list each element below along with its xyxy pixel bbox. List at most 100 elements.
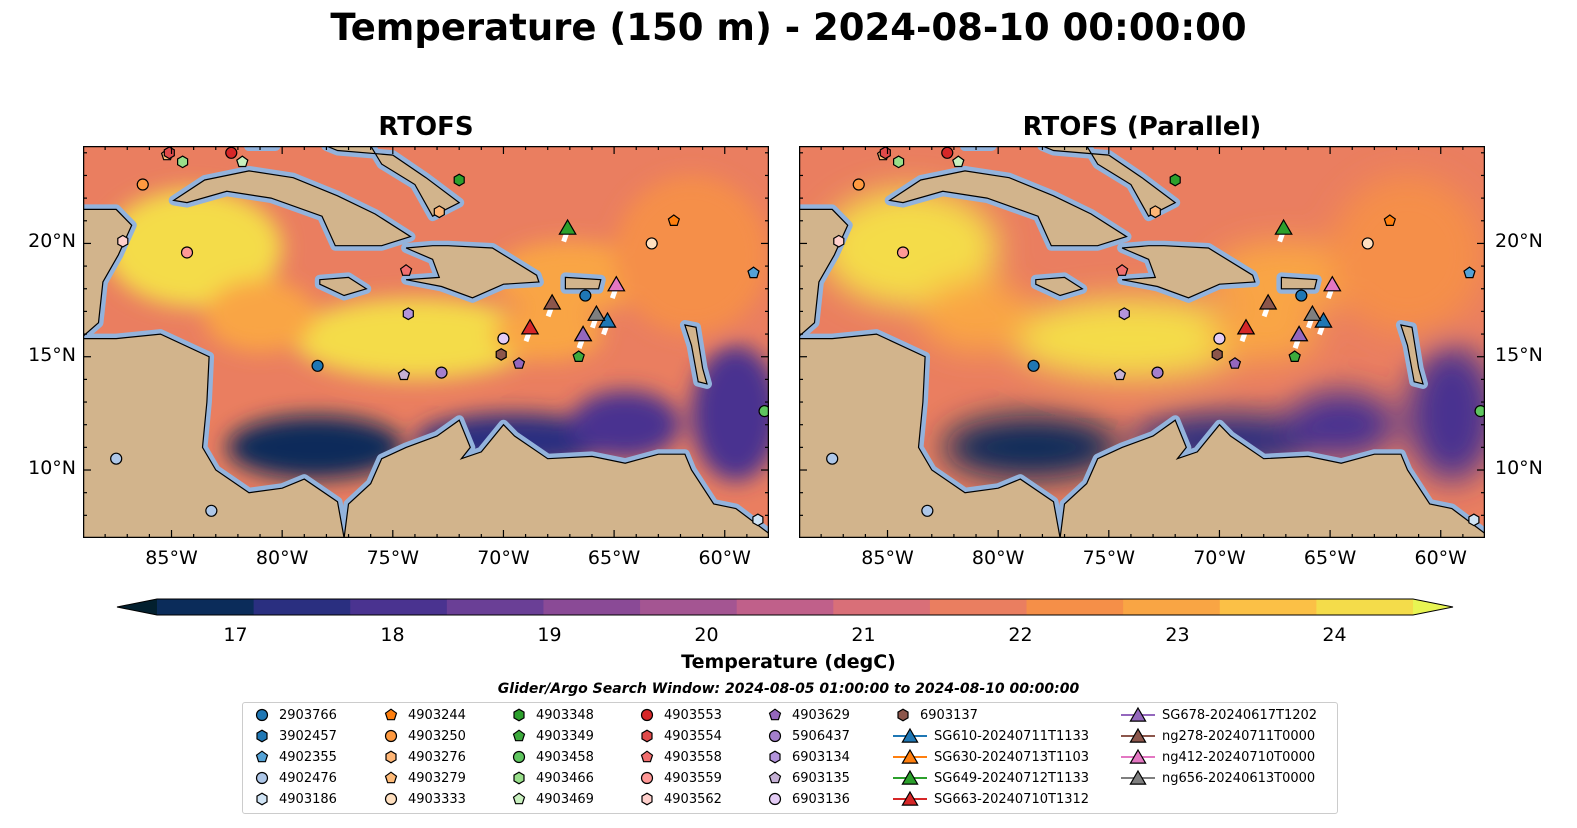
legend-marker <box>255 771 269 785</box>
land-jamaica <box>1035 276 1084 297</box>
colorbar-segment <box>1316 599 1414 615</box>
cold-anomaly-0 <box>226 415 404 480</box>
platform-marker-4903629 <box>512 357 526 369</box>
colorbar-segment <box>157 599 255 615</box>
legend-marker <box>768 792 782 806</box>
x-tick-label: 80°W <box>255 547 309 569</box>
legend-item: 4903553 <box>636 705 722 725</box>
land-puerto-rico <box>1280 276 1318 290</box>
legend-label: ng412-20240710T0000 <box>1162 749 1316 765</box>
platform-marker-4903559 <box>896 246 910 259</box>
legend-label: SG649-20240712T1133 <box>934 770 1090 786</box>
platform-marker-sg649-20240712t1133 <box>1274 218 1293 235</box>
legend-label: 4903559 <box>664 770 722 786</box>
platform-marker-ng412-20240710t0000 <box>607 275 626 292</box>
legend-item: ng656-20240613T0000 <box>1120 768 1315 788</box>
legend-marker-hexagon-icon <box>256 729 268 743</box>
legend-item: 6903134 <box>764 747 850 767</box>
land-hispaniola <box>1121 245 1256 299</box>
legend-item: 4903554 <box>636 726 722 746</box>
legend-marker-pentagon-icon <box>512 729 526 742</box>
legend-marker-hexagon-icon <box>641 792 653 806</box>
legend-label: 4903458 <box>536 749 594 765</box>
legend-marker-hexagon-icon <box>513 708 525 722</box>
platform-marker-4903250 <box>136 178 149 191</box>
legend-marker-hexagon-icon <box>641 729 653 743</box>
platform-marker-4903559 <box>180 246 194 259</box>
platform-marker-4903553 <box>941 146 954 159</box>
legend-marker-circle-icon <box>768 729 782 743</box>
legend-item: 4903559 <box>636 768 722 788</box>
legend-label: 4903466 <box>536 770 594 786</box>
legend-marker <box>512 792 526 805</box>
platform-marker-4903553 <box>225 146 238 159</box>
colorbar-segment <box>833 599 931 615</box>
platform-marker-4903558 <box>399 264 413 276</box>
legend-label: 6903137 <box>920 707 978 723</box>
warm-anomaly-3 <box>614 175 769 335</box>
legend-marker-circle-icon <box>384 729 398 743</box>
platform-marker-5906437 <box>1151 366 1164 379</box>
platform-marker-4903244 <box>667 214 681 227</box>
platform-marker-ng278-20240711t0000 <box>1258 293 1278 310</box>
legend-marker-hexagon-icon <box>385 750 397 764</box>
legend-item: 4903469 <box>508 789 594 809</box>
colorbar-segment <box>350 599 448 615</box>
colorbar <box>116 598 1454 616</box>
legend-item: SG663-20240710T1312 <box>892 789 1089 809</box>
legend-marker <box>901 790 919 806</box>
platform-marker-4902476 <box>110 452 123 465</box>
platform-marker-4903250 <box>852 178 865 191</box>
colorbar-tick-label: 24 <box>1322 624 1347 646</box>
x-tick-label: 60°W <box>698 547 751 569</box>
legend-label: 6903135 <box>792 770 850 786</box>
legend-item: 2903766 <box>251 705 337 725</box>
colorbar-segment <box>929 599 1028 615</box>
platform-marker-4903186 <box>752 513 764 527</box>
legend-item: 4903333 <box>380 789 466 809</box>
legend-marker-pentagon-icon <box>640 750 654 763</box>
x-tick-label: 65°W <box>587 547 641 569</box>
legend-label: 4903469 <box>536 791 594 807</box>
platform-marker-4903562 <box>117 234 129 248</box>
colorbar-segment <box>1123 599 1221 615</box>
warm-anomaly-0 <box>105 189 283 307</box>
legend-item: 6903135 <box>764 768 850 788</box>
platform-marker-4903466 <box>176 155 189 169</box>
land-jamaica <box>319 276 368 297</box>
platform-marker-4902476-1 <box>205 504 218 517</box>
land-puerto-rico <box>564 276 602 290</box>
colorbar-tick-label: 19 <box>537 624 562 646</box>
legend-item: 4903558 <box>636 747 722 767</box>
platform-marker-4903333 <box>1361 237 1374 250</box>
warm-anomaly-5 <box>1208 306 1320 362</box>
legend-label: 4903244 <box>408 707 466 723</box>
legend-label: 4903186 <box>279 791 337 807</box>
legend-marker-triangle-icon <box>1121 706 1155 722</box>
land-lesser-antilles <box>1400 324 1424 385</box>
legend-item: SG630-20240713T1103 <box>892 747 1089 767</box>
x-tick-label: 85°W <box>861 547 914 569</box>
legend-marker <box>512 750 526 764</box>
legend-marker-triangle-icon <box>893 748 927 764</box>
platform-marker-5906437 <box>435 366 448 379</box>
platform-marker-4903558 <box>1115 264 1129 276</box>
legend-marker <box>640 771 654 785</box>
legend-item: ng412-20240710T0000 <box>1120 747 1315 767</box>
platform-marker-4903349 <box>572 350 585 362</box>
platform-marker-4902476 <box>826 452 839 465</box>
legend-marker <box>641 729 653 743</box>
platform-marker-sg678-20240617t1202 <box>1289 325 1309 342</box>
legend-marker-pentagon-icon <box>768 708 782 721</box>
legend-marker <box>769 750 781 764</box>
platform-marker-4903469 <box>236 155 249 168</box>
platform-marker-ng656-20240613t0000 <box>587 304 606 321</box>
legend-marker <box>901 748 919 764</box>
cold-anomaly-0 <box>942 415 1120 480</box>
x-tick-label: 60°W <box>1414 547 1467 569</box>
warm-anomaly-4 <box>204 279 316 353</box>
platform-marker-4903469 <box>952 155 965 168</box>
legend-marker <box>641 792 653 806</box>
legend-marker-pentagon-icon <box>512 792 526 805</box>
colorbar-tick-label: 18 <box>380 624 405 646</box>
